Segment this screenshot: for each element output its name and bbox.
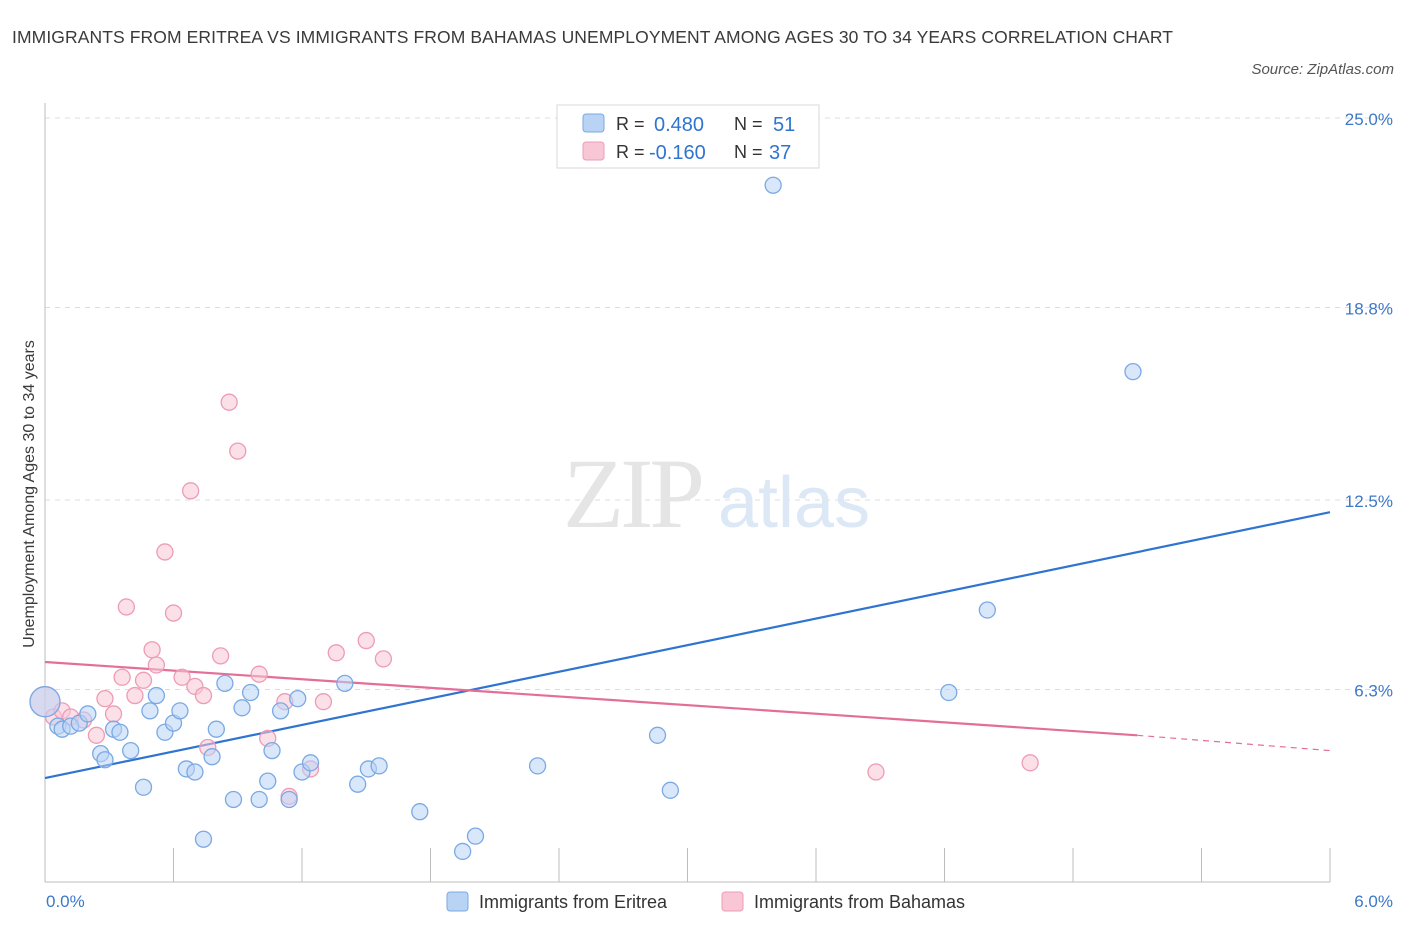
point-bahamas bbox=[250, 665, 268, 683]
point-bahamas bbox=[314, 693, 333, 711]
stats-r-value-eritrea: 0.480 bbox=[654, 114, 704, 136]
y-axis-label: Unemployment Among Ages 30 to 34 years bbox=[21, 340, 38, 648]
legend-swatch-eritrea bbox=[446, 891, 469, 912]
point-eritrea bbox=[147, 686, 166, 705]
trend-line-bahamas-extension bbox=[1137, 734, 1331, 752]
point-eritrea bbox=[661, 781, 680, 799]
stats-r-value-bahamas: -0.160 bbox=[649, 142, 706, 164]
point-bahamas bbox=[357, 631, 375, 650]
y-tick-label: 12.5% bbox=[1345, 492, 1393, 511]
point-eritrea bbox=[122, 741, 140, 760]
point-eritrea bbox=[250, 790, 268, 809]
point-eritrea bbox=[203, 748, 221, 766]
point-bahamas bbox=[126, 686, 144, 705]
point-bahamas bbox=[194, 686, 213, 705]
source-label: Source: ZipAtlas.com bbox=[1251, 61, 1394, 78]
point-bahamas bbox=[374, 650, 393, 668]
y-tick-label: 25.0% bbox=[1345, 110, 1393, 129]
point-eritrea bbox=[241, 683, 260, 702]
point-eritrea bbox=[271, 702, 290, 720]
watermark-zip: ZIP bbox=[563, 438, 701, 549]
point-bahamas bbox=[113, 668, 131, 686]
point-eritrea bbox=[370, 757, 388, 775]
point-eritrea bbox=[349, 775, 367, 793]
y-tick-label: 18.8% bbox=[1345, 299, 1393, 318]
point-eritrea bbox=[411, 803, 429, 821]
point-eritrea bbox=[141, 702, 159, 720]
point-eritrea bbox=[466, 827, 485, 845]
point-eritrea bbox=[263, 741, 281, 760]
point-eritrea bbox=[648, 726, 667, 744]
point-bahamas bbox=[220, 393, 238, 411]
stats-n-label-bahamas: N = bbox=[734, 142, 763, 162]
x-tick-label-min: 0.0% bbox=[46, 892, 85, 911]
trend-lines bbox=[44, 511, 1331, 780]
point-bahamas bbox=[87, 726, 106, 744]
point-eritrea bbox=[224, 790, 243, 809]
stats-n-value-bahamas: 37 bbox=[769, 142, 791, 164]
point-bahamas bbox=[211, 647, 230, 665]
point-bahamas bbox=[173, 668, 191, 686]
watermark-atlas: atlas bbox=[718, 463, 870, 543]
data-points bbox=[29, 176, 1142, 861]
y-tick-labels: 6.3% 12.5% 18.8% 25.0% bbox=[1345, 110, 1393, 700]
watermark: ZIP atlas bbox=[563, 438, 870, 549]
point-eritrea bbox=[336, 674, 354, 693]
point-eritrea bbox=[289, 689, 307, 708]
stats-n-value-eritrea: 51 bbox=[773, 114, 795, 136]
stats-r-label-eritrea: R = bbox=[616, 114, 645, 134]
point-bahamas bbox=[327, 644, 345, 662]
point-bahamas bbox=[117, 598, 136, 616]
point-eritrea bbox=[29, 686, 61, 718]
point-eritrea bbox=[134, 778, 153, 796]
trend-line-bahamas bbox=[44, 660, 1138, 737]
point-eritrea bbox=[216, 674, 234, 693]
chart-title: IMMIGRANTS FROM ERITREA VS IMMIGRANTS FR… bbox=[12, 27, 1174, 47]
point-bahamas bbox=[229, 442, 247, 460]
trend-line-eritrea bbox=[44, 511, 1331, 780]
series-legend: Immigrants from Eritrea Immigrants from … bbox=[446, 891, 965, 912]
point-bahamas bbox=[181, 482, 200, 500]
point-eritrea bbox=[280, 790, 298, 809]
point-eritrea bbox=[259, 772, 277, 790]
point-eritrea bbox=[96, 751, 114, 769]
point-bahamas bbox=[164, 604, 183, 622]
legend-label-eritrea: Immigrants from Eritrea bbox=[479, 892, 668, 912]
point-bahamas bbox=[1021, 754, 1039, 772]
point-eritrea bbox=[207, 720, 225, 738]
point-eritrea bbox=[233, 699, 251, 717]
point-bahamas bbox=[156, 543, 174, 561]
point-eritrea bbox=[301, 754, 320, 772]
point-eritrea bbox=[528, 757, 547, 775]
point-eritrea bbox=[764, 176, 782, 194]
point-eritrea bbox=[1124, 362, 1142, 381]
point-bahamas bbox=[867, 763, 885, 781]
stats-legend-swatch-bahamas bbox=[582, 141, 605, 161]
y-tick-label: 6.3% bbox=[1354, 681, 1393, 700]
point-bahamas bbox=[134, 671, 153, 689]
stats-legend-swatch-eritrea bbox=[582, 113, 605, 133]
point-eritrea bbox=[79, 705, 97, 723]
point-eritrea bbox=[186, 763, 204, 781]
point-eritrea bbox=[111, 723, 129, 741]
legend-label-bahamas: Immigrants from Bahamas bbox=[754, 892, 965, 912]
stats-legend: R = 0.480 N = 51 R = -0.160 N = 37 bbox=[556, 104, 820, 169]
point-eritrea bbox=[171, 702, 189, 720]
point-bahamas bbox=[104, 705, 123, 723]
point-bahamas bbox=[96, 689, 114, 708]
point-eritrea bbox=[940, 683, 958, 702]
x-tick-label-max: 6.0% bbox=[1354, 892, 1393, 911]
point-eritrea bbox=[978, 601, 996, 619]
grid-lines bbox=[45, 117, 1392, 690]
legend-swatch-bahamas bbox=[721, 891, 744, 912]
stats-r-label-bahamas: R = bbox=[616, 142, 645, 162]
point-bahamas bbox=[143, 641, 161, 659]
point-eritrea bbox=[194, 830, 213, 848]
axes bbox=[44, 103, 1331, 883]
point-bahamas bbox=[147, 656, 166, 674]
point-eritrea bbox=[453, 842, 472, 861]
stats-n-label-eritrea: N = bbox=[734, 114, 763, 134]
